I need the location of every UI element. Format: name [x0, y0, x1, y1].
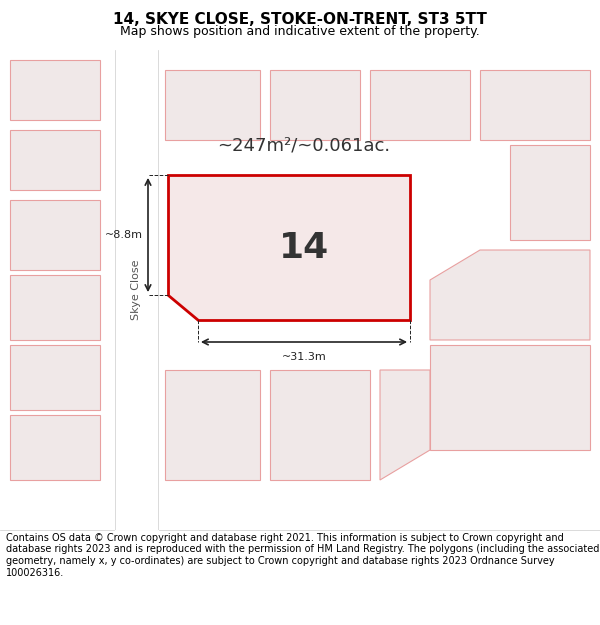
Polygon shape [380, 370, 430, 480]
Polygon shape [165, 70, 260, 140]
Polygon shape [10, 200, 100, 270]
Polygon shape [370, 70, 470, 140]
Polygon shape [270, 70, 360, 140]
Text: 14, SKYE CLOSE, STOKE-ON-TRENT, ST3 5TT: 14, SKYE CLOSE, STOKE-ON-TRENT, ST3 5TT [113, 12, 487, 28]
Polygon shape [510, 145, 590, 240]
Polygon shape [270, 370, 370, 480]
Polygon shape [480, 70, 590, 140]
Text: 14: 14 [279, 231, 329, 264]
Text: Contains OS data © Crown copyright and database right 2021. This information is : Contains OS data © Crown copyright and d… [6, 533, 599, 578]
Polygon shape [430, 250, 590, 340]
Polygon shape [10, 345, 100, 410]
Polygon shape [165, 370, 260, 480]
Polygon shape [10, 275, 100, 340]
Text: ~247m²/~0.061ac.: ~247m²/~0.061ac. [217, 136, 391, 154]
Polygon shape [430, 345, 590, 450]
Polygon shape [10, 415, 100, 480]
Polygon shape [10, 60, 100, 120]
Text: ~8.8m: ~8.8m [105, 230, 143, 240]
Text: Skye Close: Skye Close [131, 260, 141, 320]
Polygon shape [168, 175, 410, 320]
Text: Map shows position and indicative extent of the property.: Map shows position and indicative extent… [120, 24, 480, 38]
Text: ~31.3m: ~31.3m [281, 352, 326, 362]
Polygon shape [10, 130, 100, 190]
